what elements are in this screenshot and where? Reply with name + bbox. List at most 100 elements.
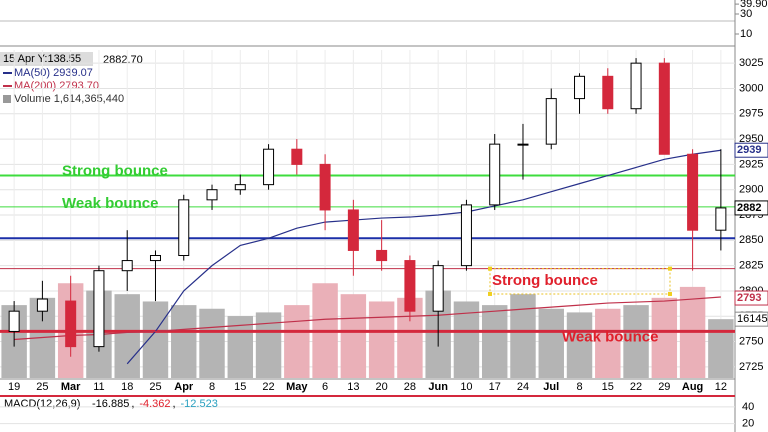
annotation-handle xyxy=(488,291,492,296)
volume-bar xyxy=(114,294,140,378)
candle-body xyxy=(602,75,614,110)
candle-body xyxy=(460,204,472,267)
macd-value: -4.362 xyxy=(139,398,170,410)
x-tick-label: 17 xyxy=(489,381,501,393)
candle-body xyxy=(65,300,77,348)
x-tick-label: Mar xyxy=(61,381,81,393)
x-tick-label: Aug xyxy=(682,381,703,393)
x-tick-label: 18 xyxy=(121,381,133,393)
volume-bar xyxy=(595,308,621,378)
legend-swatch xyxy=(3,95,11,103)
x-tick-label: 15 xyxy=(234,381,246,393)
x-tick-label: Jun xyxy=(428,381,448,393)
macd-tick-label: 40 xyxy=(742,401,754,413)
x-tick-label: 8 xyxy=(209,381,215,393)
x-tick-label: 25 xyxy=(149,381,161,393)
rsi-tick-label: 10 xyxy=(740,28,752,40)
legend-ma200: MA(200) 2793.70 xyxy=(14,80,99,92)
candle-body xyxy=(263,148,275,186)
candle-body xyxy=(8,310,20,332)
x-tick-label: Apr xyxy=(174,381,194,393)
candle-body xyxy=(715,207,727,231)
volume-bar xyxy=(171,305,197,378)
y-tick-label: 2725 xyxy=(739,361,763,373)
candle-body xyxy=(121,260,133,272)
y-tick-label: 3025 xyxy=(739,57,763,69)
price-label: 2882.70 xyxy=(103,54,143,66)
legend-volume: Volume 1,614,365,440 xyxy=(14,93,124,105)
y-tick-label: 2975 xyxy=(739,108,763,120)
candle-body xyxy=(545,98,557,145)
x-tick-label: 10 xyxy=(460,381,472,393)
separator: , xyxy=(131,398,134,410)
date-box xyxy=(0,52,93,66)
y-tick-label: 3000 xyxy=(739,82,763,94)
candle-body xyxy=(234,184,246,191)
candle-body xyxy=(291,148,303,165)
x-tick-label: 25 xyxy=(36,381,48,393)
candle-body xyxy=(178,199,190,257)
volume-bar xyxy=(142,301,169,378)
macd-title: MACD(12,26,9) xyxy=(4,398,80,410)
x-tick-label: Jul xyxy=(543,381,559,393)
x-tick-label: 20 xyxy=(376,381,388,393)
x-tick-label: 8 xyxy=(576,381,582,393)
candle-body xyxy=(36,298,48,312)
y-tick-label: 2950 xyxy=(739,133,763,145)
y-tick-label: 2825 xyxy=(739,260,763,272)
x-tick-label: 12 xyxy=(715,381,727,393)
macd-value: -12.523 xyxy=(181,398,218,410)
y-tick-label: 2925 xyxy=(739,158,763,170)
annotation: Strong bounce xyxy=(492,272,598,289)
right-label: 2793 xyxy=(737,292,761,304)
candle-body xyxy=(687,153,699,231)
right-label-box xyxy=(734,142,768,158)
candle-body xyxy=(574,75,586,100)
rsi-tick-label: 39.90 xyxy=(740,0,768,10)
right-label: 2882 xyxy=(737,202,761,214)
candle-body xyxy=(376,249,388,262)
y-tick-label: 2850 xyxy=(739,234,763,246)
candle-body xyxy=(489,143,501,206)
right-label-box xyxy=(734,290,768,306)
x-tick-label: 6 xyxy=(322,381,328,393)
candle-body xyxy=(347,209,359,251)
x-tick-label: 22 xyxy=(630,381,642,393)
right-label-box xyxy=(734,200,768,216)
macd-tick-label: 20 xyxy=(742,418,754,430)
volume-bar xyxy=(199,308,225,378)
volume-bar xyxy=(284,305,310,378)
annotation: Weak bounce xyxy=(562,328,658,345)
volume-bar xyxy=(566,312,593,378)
x-tick-label: 19 xyxy=(8,381,20,393)
volume-bar xyxy=(651,297,678,378)
annotation-handle xyxy=(668,266,672,271)
volume-bar xyxy=(340,294,367,378)
candle-body xyxy=(404,260,416,312)
x-tick-label: 28 xyxy=(404,381,416,393)
annotation-handle xyxy=(488,266,492,271)
annotation-box xyxy=(489,268,671,295)
separator: , xyxy=(173,398,176,410)
ma-line xyxy=(126,149,721,365)
candle-body xyxy=(517,143,529,146)
rsi-tick-label: 30 xyxy=(740,8,752,20)
y-tick-label: 2750 xyxy=(739,335,763,347)
candle-body xyxy=(206,189,218,201)
volume-bar xyxy=(708,319,734,378)
right-label-box xyxy=(734,311,768,327)
x-tick-label: 22 xyxy=(262,381,274,393)
right-label: 2939 xyxy=(737,144,761,156)
volume-bar xyxy=(368,301,395,378)
volume-bar xyxy=(623,305,649,378)
annotation: Strong bounce xyxy=(62,162,168,179)
right-label: 16145 xyxy=(737,313,768,325)
annotation-handle xyxy=(668,291,672,296)
x-tick-label: 13 xyxy=(347,381,359,393)
annotation: Weak bounce xyxy=(62,195,158,212)
candle-body xyxy=(319,163,331,211)
x-tick-label: 24 xyxy=(517,381,529,393)
x-tick-label: May xyxy=(286,381,308,393)
ma-line xyxy=(14,296,721,341)
